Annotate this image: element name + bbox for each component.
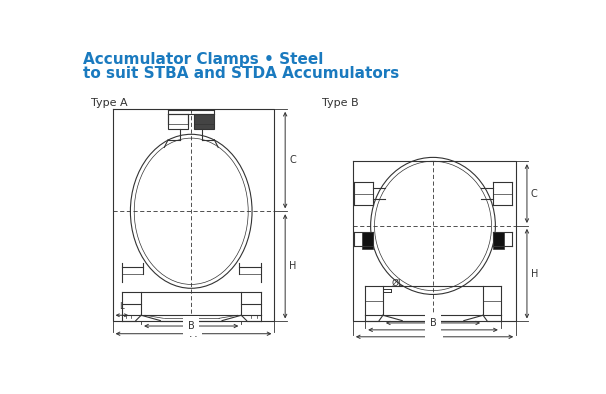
Text: K: K [431,332,438,342]
Text: H: H [531,269,538,279]
Text: C: C [531,189,538,199]
Bar [362,232,373,249]
Text: B: B [188,321,195,331]
Text: ØL: ØL [391,279,404,287]
Text: to suit STBA and STDA Accumulators: to suit STBA and STDA Accumulators [84,66,400,81]
Text: C: C [289,155,296,165]
Text: A: A [430,325,436,335]
Text: H: H [289,261,296,271]
Text: Accumulator Clamps • Steel: Accumulator Clamps • Steel [84,52,324,67]
Text: L: L [119,302,124,311]
Bar [493,232,504,249]
Bar [195,113,215,129]
Text: B: B [430,318,436,328]
Text: Type B: Type B [322,98,359,108]
Text: Type A: Type A [91,98,128,108]
Bar [168,113,188,129]
Text: A: A [190,329,197,339]
